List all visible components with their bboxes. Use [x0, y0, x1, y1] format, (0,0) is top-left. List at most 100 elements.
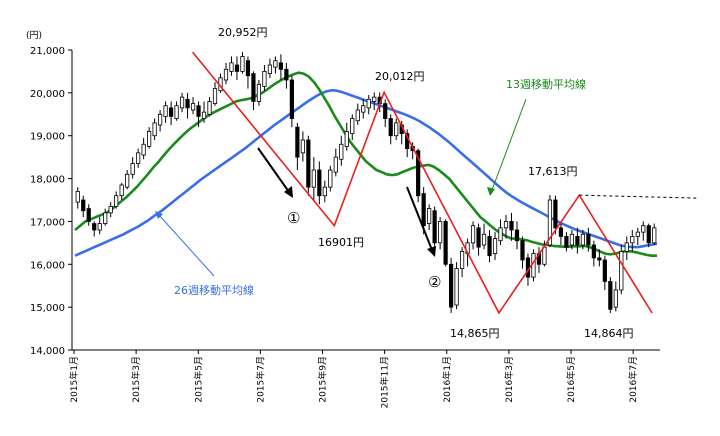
candle-body: [267, 64, 273, 74]
x-tick-label: 2016年5月: [565, 356, 577, 403]
candle-body: [152, 122, 157, 137]
candle-body: [158, 113, 163, 126]
y-tick-label: 18,000: [30, 175, 65, 186]
candle-body: [635, 231, 640, 237]
candle-body: [586, 233, 591, 246]
candle-body: [108, 206, 113, 214]
trough1-label: 16901円: [318, 236, 364, 249]
x-tick-label: 2015年3月: [130, 356, 142, 403]
candle-body: [333, 156, 338, 173]
plot-area: [71, 50, 660, 351]
candlestick-series: [75, 52, 657, 313]
candle-body: [339, 143, 344, 160]
wave2-label: ②: [428, 273, 441, 291]
candle-body: [421, 193, 426, 227]
candle-body: [201, 111, 207, 119]
candle-body: [311, 169, 316, 188]
candle-body: [284, 68, 289, 81]
zigzag-trend-line: [191, 51, 653, 315]
candle-body: [591, 244, 596, 259]
candle-body: [262, 71, 267, 87]
ma13-series: [74, 71, 657, 257]
candle-body: [608, 281, 613, 310]
y-axis-ticks: 14,000 15,000 16,000 17,000 18,000 19,000 20,0…: [30, 46, 72, 357]
candle-body: [92, 223, 97, 231]
candle-body: [624, 242, 629, 252]
candle-body: [503, 221, 509, 229]
candle-body: [553, 199, 558, 229]
candle-body: [514, 229, 520, 242]
candle-body: [481, 233, 487, 246]
y-tick-label: 19,000: [30, 132, 65, 143]
x-tick-label: 2015年5月: [192, 356, 204, 403]
down-arrow-2: [406, 186, 433, 251]
candle-body: [646, 225, 651, 244]
candle-body: [575, 236, 580, 246]
candle-body: [569, 233, 574, 246]
candle-body: [234, 64, 240, 72]
candle-body: [179, 96, 185, 109]
candle-body: [114, 195, 119, 207]
y-tick-label: 21,000: [30, 46, 65, 57]
candle-body: [163, 105, 168, 117]
candle-body: [207, 101, 212, 115]
trough2-label: 14,865円: [450, 327, 500, 340]
candle-body: [273, 60, 278, 68]
candle-body: [613, 289, 618, 308]
candle-body: [630, 236, 635, 244]
ma13-pointer-head: [487, 187, 495, 196]
candle-body: [278, 62, 283, 70]
y-tick-label: 16,000: [30, 260, 65, 271]
candle-body: [438, 221, 443, 244]
candle-body: [196, 105, 201, 117]
x-tick-label: 2015年1月: [68, 356, 80, 403]
peak2-label: 20,012円: [375, 70, 425, 83]
candle-body: [256, 83, 262, 102]
candle-body: [322, 186, 327, 197]
candle-body: [641, 225, 646, 233]
y-tick-label: 20,000: [30, 89, 65, 100]
candle-body: [454, 268, 459, 306]
candle-body: [147, 131, 152, 147]
candle-body: [75, 191, 80, 203]
x-tick-label: 2015年11月: [379, 356, 391, 408]
candle-body: [130, 163, 135, 175]
candle-body: [388, 118, 393, 137]
candle-body: [300, 139, 305, 154]
peak3-label: 17,613円: [528, 165, 578, 178]
candle-body: [487, 236, 492, 257]
candle-body: [498, 227, 503, 242]
wave1-label: ①: [287, 209, 300, 227]
candle-body: [306, 139, 311, 188]
candle-body: [86, 208, 91, 222]
candle-body: [240, 56, 245, 72]
candle-body: [328, 169, 333, 188]
candle-body: [383, 103, 388, 119]
candle-body: [547, 199, 553, 246]
candle-body: [81, 199, 86, 212]
x-tick-label: 2016年7月: [627, 356, 639, 403]
x-tick-label: 2016年1月: [441, 356, 453, 403]
candle-body: [317, 169, 322, 197]
candle-body: [372, 96, 377, 102]
candle-body: [443, 221, 448, 265]
arrowhead-1: [284, 186, 293, 198]
candle-body: [245, 60, 251, 77]
x-axis-ticks: 2015年1月 2015年3月 2015年5月 2015年7月 2015年9月 2015年…: [68, 350, 639, 408]
candle-body: [190, 103, 196, 111]
candle-body: [652, 227, 657, 244]
resistance-dashed-line: [579, 194, 699, 199]
arrowhead-2: [427, 246, 436, 257]
candle-body: [212, 88, 218, 104]
candle-body: [185, 98, 190, 109]
candle-body: [229, 62, 234, 72]
candle-body: [295, 126, 300, 158]
candle-body: [492, 238, 498, 254]
ma26-pointer: [158, 214, 215, 277]
trend-arrows: [155, 98, 527, 277]
y-tick-label: 15,000: [30, 303, 65, 314]
candle-body: [119, 184, 124, 197]
candle-body: [136, 152, 141, 164]
ma13-polyline: [74, 71, 657, 257]
